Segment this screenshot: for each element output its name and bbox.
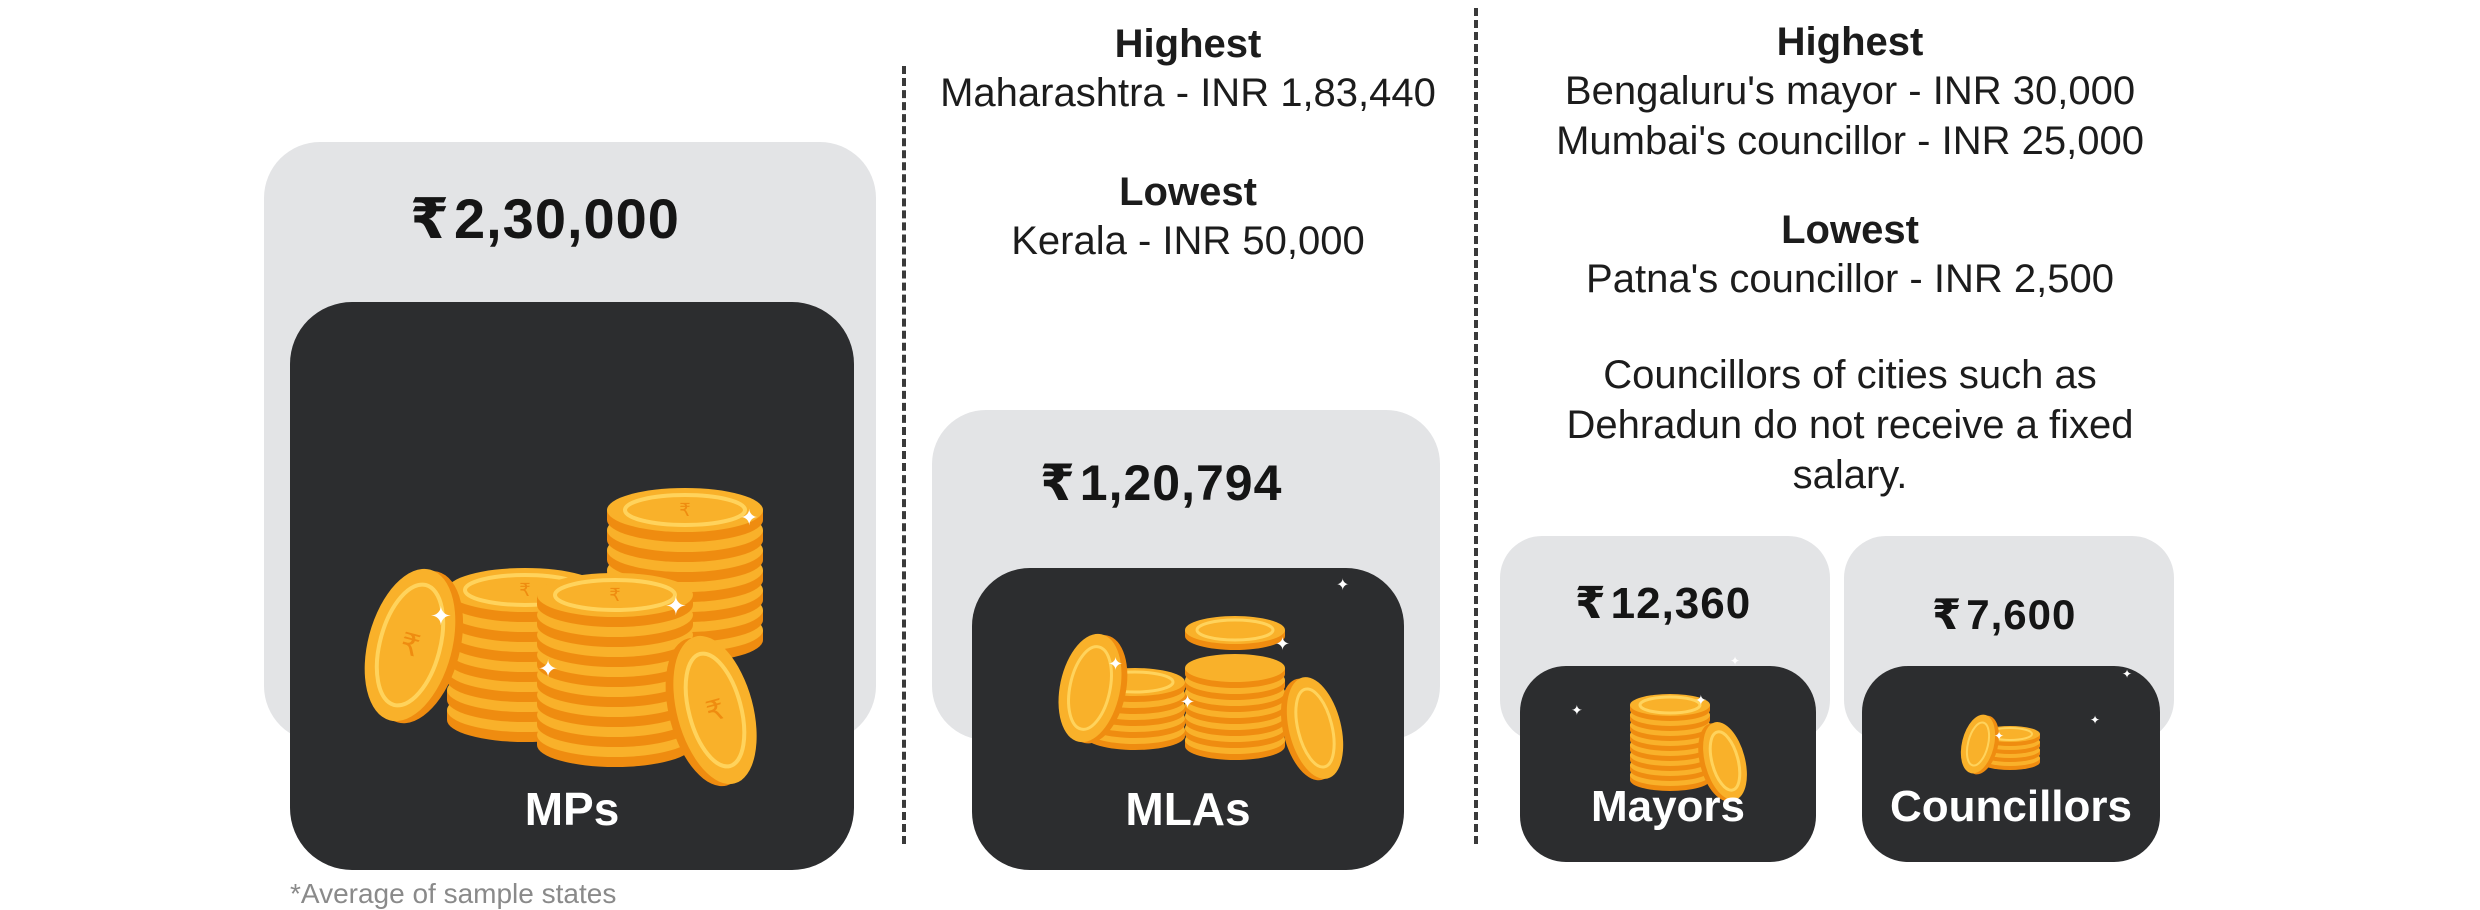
svg-text:✦: ✦ bbox=[665, 592, 687, 622]
svg-text:✦: ✦ bbox=[1275, 634, 1290, 655]
svg-text:✦: ✦ bbox=[1994, 729, 2004, 743]
svg-text:✦: ✦ bbox=[1180, 692, 1195, 713]
rupee-symbol: ₹ bbox=[1040, 455, 1076, 511]
mps-amount: ₹2,30,000 bbox=[410, 187, 680, 250]
rupee-symbol: ₹ bbox=[1932, 591, 1963, 638]
footnote: *Average of sample states bbox=[290, 878, 617, 909]
svg-text:✦: ✦ bbox=[1730, 654, 1740, 668]
mlas-highest-heading: Highest bbox=[1114, 22, 1262, 66]
mlas-lowest-heading: Lowest bbox=[1119, 170, 1257, 214]
coin-stack-medium-icon: ✦ ✦ ✦ ✦ bbox=[1058, 575, 1349, 781]
mps-label: MPs bbox=[524, 783, 620, 835]
councillors-amount: ₹7,600 bbox=[1932, 591, 2077, 638]
svg-text:✦: ✦ bbox=[740, 506, 758, 531]
local-note-line-3: salary. bbox=[1792, 453, 1908, 497]
svg-text:✦: ✦ bbox=[538, 655, 558, 683]
mayors-amount: ₹12,360 bbox=[1575, 579, 1752, 628]
coin-stack-small-icon: ✦ ✦ ✦ bbox=[1571, 654, 1747, 802]
svg-text:✦: ✦ bbox=[1571, 703, 1583, 719]
coin-stack-tiny-icon: ✦ ✦ ✦ bbox=[1960, 667, 2132, 775]
local-highest-heading: Highest bbox=[1776, 20, 1924, 64]
coin-stack-large-icon: ₹ ₹ ₹ ✦ ✦ ✦ ✦ bbox=[364, 486, 765, 787]
svg-text:✦: ✦ bbox=[1108, 654, 1123, 675]
local-note-line-1: Councillors of cities such as bbox=[1603, 353, 2097, 397]
local-lowest-heading: Lowest bbox=[1781, 208, 1919, 252]
svg-text:✦: ✦ bbox=[1336, 575, 1349, 594]
mlas-amount: ₹1,20,794 bbox=[1040, 455, 1283, 511]
section-divider bbox=[902, 66, 906, 844]
councillors-label: Councillors bbox=[1889, 782, 2133, 831]
svg-text:✦: ✦ bbox=[2090, 713, 2100, 727]
svg-text:✦: ✦ bbox=[1695, 693, 1707, 709]
svg-text:✦: ✦ bbox=[430, 602, 452, 632]
local-bodies-info: Highest Bengaluru's mayor - INR 30,000 M… bbox=[1500, 18, 2200, 500]
mlas-highest-value: Maharashtra - INR 1,83,440 bbox=[940, 71, 1436, 115]
local-highest-line-1: Bengaluru's mayor - INR 30,000 bbox=[1564, 69, 2136, 113]
local-highest-line-2: Mumbai's councillor - INR 25,000 bbox=[1556, 119, 2144, 163]
local-lowest-value: Patna's councillor - INR 2,500 bbox=[1586, 257, 2114, 301]
section-divider bbox=[1474, 8, 1478, 844]
mlas-lowest-value: Kerala - INR 50,000 bbox=[1011, 219, 1365, 263]
rupee-symbol: ₹ bbox=[1575, 579, 1607, 628]
rupee-symbol: ₹ bbox=[410, 187, 450, 250]
mlas-info: Highest Maharashtra - INR 1,83,440 Lowes… bbox=[908, 20, 1468, 266]
svg-text:✦: ✦ bbox=[2122, 667, 2132, 681]
mayors-label: Mayors bbox=[1590, 782, 1746, 831]
mlas-label: MLAs bbox=[1125, 783, 1251, 835]
local-note-line-2: Dehradun do not receive a fixed bbox=[1566, 403, 2134, 447]
